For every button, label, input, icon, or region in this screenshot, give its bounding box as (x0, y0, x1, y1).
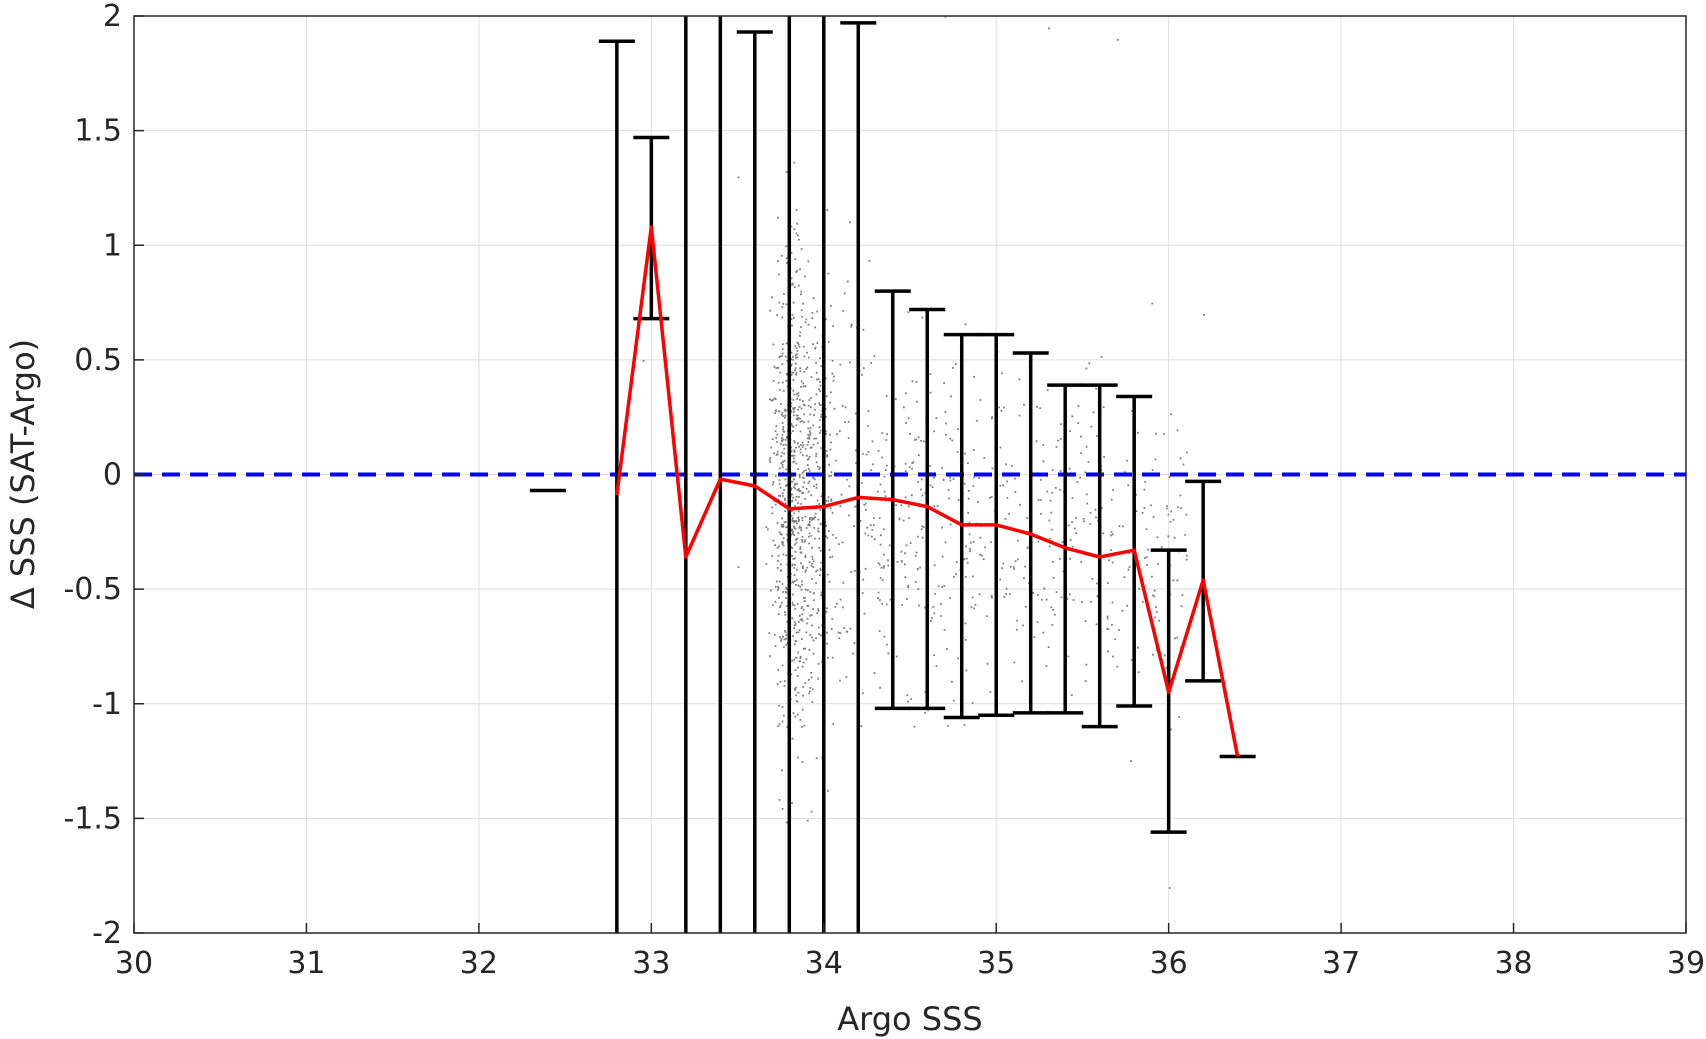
x-tick-label: 34 (805, 946, 843, 981)
y-tick-label: -0.5 (63, 572, 122, 607)
mean-polyline (615, 225, 1240, 757)
x-tick-label: 38 (1494, 946, 1532, 981)
x-tick-label: 32 (460, 946, 498, 981)
x-axis-label: Argo SSS (837, 1000, 982, 1038)
errorbar (598, 39, 635, 933)
x-tick-label: 30 (115, 946, 153, 981)
x-tick-label: 35 (977, 946, 1015, 981)
y-tick-label: 0.5 (74, 343, 122, 378)
y-tick-label: 2 (103, 0, 122, 34)
x-axis-ticks: 30 31 32 33 34 35 36 37 38 39 (115, 923, 1705, 981)
x-tick-label: 36 (1150, 946, 1188, 981)
errorbars (529, 16, 1256, 933)
y-tick-label: -1 (92, 687, 122, 722)
x-tick-label: 31 (287, 946, 325, 981)
y-tick-label: -1.5 (63, 801, 122, 836)
x-tick-label: 33 (632, 946, 670, 981)
y-tick-label: 0 (103, 458, 122, 493)
errorbar (736, 30, 773, 933)
errorbar (840, 21, 877, 933)
y-tick-label: 1.5 (74, 114, 122, 149)
errorbar (909, 307, 946, 711)
y-tick-label: -2 (92, 916, 122, 951)
x-tick-label: 37 (1322, 946, 1360, 981)
mean-line (615, 225, 1240, 757)
x-tick-label: 39 (1667, 946, 1705, 981)
y-axis-ticks: -2 -1.5 -1 -0.5 0 0.5 1 1.5 2 (63, 0, 144, 951)
y-tick-label: 1 (103, 228, 122, 263)
y-axis-label: Δ SSS (SAT-Argo) (4, 339, 42, 609)
